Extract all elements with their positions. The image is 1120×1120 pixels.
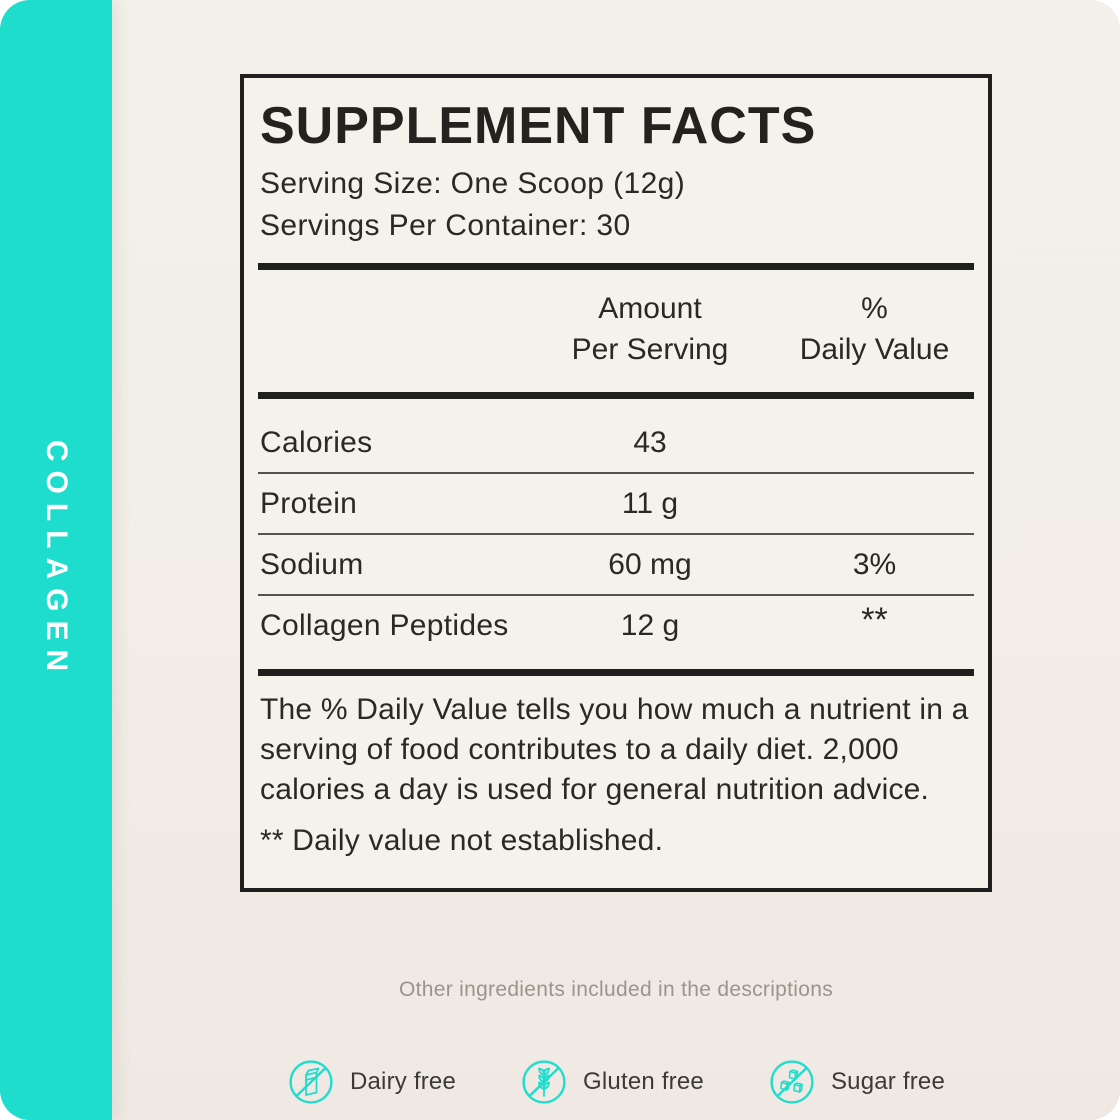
badge-label: Gluten free [583,1068,704,1096]
thin-rule [258,472,974,475]
badge-sugar-free: Sugar free [768,1058,945,1106]
col-dv-line2: Daily Value [799,333,950,367]
thick-rule [258,392,974,400]
table-row-protein: Protein 11 g [258,474,974,533]
table-row-calories: Calories 43 [258,413,974,472]
label-panel: SUPPLEMENT FACTS Serving Size: One Scoop… [112,0,1120,1120]
not-established-footnote: ** Daily value not established. [260,824,664,858]
row-dv: ** [861,600,888,639]
badge-dairy-free: Dairy free [287,1058,456,1106]
col-amount-line1: Amount [598,292,702,326]
row-label: Sodium [260,547,364,581]
row-amount: 43 [633,425,667,459]
badge-label: Dairy free [349,1068,456,1096]
row-amount: 11 g [621,486,679,520]
free-from-badges: Dairy free Gluten free [287,1058,945,1106]
no-sugar-icon [770,1060,814,1104]
no-dairy-icon [289,1060,333,1104]
table-row-sodium: Sodium 60 mg 3% [258,535,974,594]
col-dv-line1: % [861,292,888,326]
col-amount-line2: Per Serving [571,333,729,367]
product-name: COLLAGEN [40,439,73,681]
row-label: Collagen Peptides [260,608,509,642]
badge-gluten-free: Gluten free [520,1058,704,1106]
thick-rule [258,669,974,677]
table-header: Amount Per Serving % Daily Value [258,284,974,378]
no-gluten-icon [522,1060,566,1104]
servings-per-container: Servings Per Container: 30 [260,209,631,243]
row-amount: 60 mg [608,547,692,581]
thick-rule [258,263,974,271]
col-daily-value: % Daily Value [775,288,974,370]
badge-label: Sugar free [830,1068,946,1096]
supplement-facts-box: SUPPLEMENT FACTS Serving Size: One Scoop… [240,74,992,893]
thin-rule [258,533,974,536]
facts-title: SUPPLEMENT FACTS [260,97,817,155]
row-label: Calories [260,425,373,459]
serving-size: Serving Size: One Scoop (12g) [260,167,686,201]
product-sidebar: COLLAGEN [0,0,112,1120]
row-amount: 12 g [620,608,680,642]
col-amount-per-serving: Amount Per Serving [525,288,775,370]
row-dv: 3% [852,547,897,581]
table-row-collagen-peptides: Collagen Peptides 12 g ** [258,596,974,655]
other-ingredients-note: Other ingredients included in the descri… [398,978,834,1002]
row-label: Protein [260,486,358,520]
thin-rule [258,594,974,597]
daily-value-footnote: The % Daily Value tells you how much a n… [260,693,969,807]
